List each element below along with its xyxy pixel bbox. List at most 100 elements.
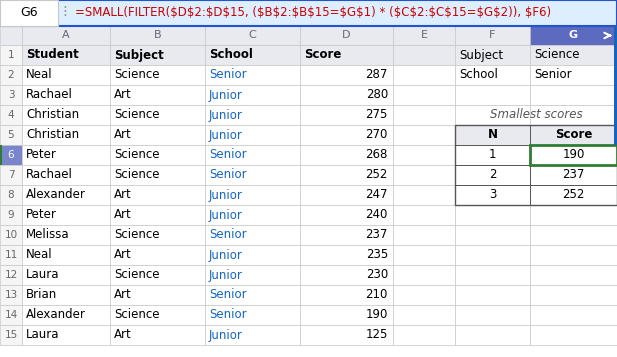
Bar [530,265,617,285]
Text: Junior: Junior [209,248,243,261]
Bar [393,145,455,165]
Text: 125: 125 [366,328,388,342]
Bar [205,285,300,305]
Bar [455,225,530,245]
Text: 240: 240 [366,208,388,221]
Bar [530,305,617,325]
Text: 2: 2 [7,70,14,80]
Text: Laura: Laura [26,268,59,282]
Text: Art: Art [114,89,132,101]
Bar [110,26,205,45]
Bar [530,205,617,225]
Bar [455,125,530,145]
Text: 252: 252 [366,169,388,181]
Text: 5: 5 [7,130,14,140]
Text: Senior: Senior [209,228,247,241]
Text: 3: 3 [489,188,496,201]
Text: 1: 1 [7,50,14,60]
Bar [22,325,110,345]
Bar [530,185,617,205]
Text: Science: Science [114,308,160,322]
Text: 12: 12 [4,270,18,280]
Text: 270: 270 [366,129,388,141]
Text: Art: Art [114,248,132,261]
Text: Alexander: Alexander [26,308,86,322]
Bar [0,205,22,225]
Bar [22,26,110,45]
Bar [0,265,22,285]
Bar [0,65,22,85]
Bar [110,205,205,225]
Bar [0,245,22,265]
Bar [455,205,530,225]
Text: Laura: Laura [26,328,59,342]
Text: Peter: Peter [26,208,57,221]
Bar [393,325,455,345]
Bar [110,125,205,145]
Text: B: B [154,30,161,40]
Bar [530,65,617,85]
Text: 252: 252 [562,188,585,201]
Bar [300,305,393,325]
Text: Christian: Christian [26,109,79,121]
Text: Art: Art [114,188,132,201]
Bar [455,245,530,265]
Text: Junior: Junior [209,129,243,141]
Text: 8: 8 [7,190,14,200]
Bar [393,105,455,125]
Bar [110,225,205,245]
Bar [393,125,455,145]
Bar [455,285,530,305]
Bar [110,245,205,265]
Text: Science: Science [114,69,160,81]
Bar [300,285,393,305]
Bar [0,325,22,345]
Text: Art: Art [114,208,132,221]
Bar [0,0,617,26]
Text: Senior: Senior [209,308,247,322]
Text: 210: 210 [366,288,388,302]
Bar [205,185,300,205]
Text: Rachael: Rachael [26,169,73,181]
Bar [110,85,205,105]
Text: Neal: Neal [26,69,52,81]
Text: 268: 268 [366,149,388,161]
Bar [300,225,393,245]
Bar [530,45,617,65]
Text: =SMALL(FILTER($D$2:$D$15, ($B$2:$B$15=$G$1) * ($C$2:$C$15=$G$2)), $F6): =SMALL(FILTER($D$2:$D$15, ($B$2:$B$15=$G… [75,6,551,20]
Bar [530,325,617,345]
Bar [393,225,455,245]
Bar [300,205,393,225]
Bar [393,245,455,265]
Bar [393,85,455,105]
Text: 235: 235 [366,248,388,261]
Bar [0,85,22,105]
Bar [205,125,300,145]
Text: 3: 3 [7,90,14,100]
Bar [0,305,22,325]
Text: 10: 10 [4,230,17,240]
Text: Science: Science [114,169,160,181]
Bar [0,26,22,45]
Text: Senior: Senior [209,169,247,181]
Bar [0,45,22,65]
Bar [300,125,393,145]
Bar [205,26,300,45]
Text: 9: 9 [7,210,14,220]
Bar [22,65,110,85]
Bar [22,105,110,125]
Bar [300,65,393,85]
Bar [614,26,617,145]
Bar [110,285,205,305]
Bar [205,265,300,285]
Bar [300,105,393,125]
Text: Rachael: Rachael [26,89,73,101]
Text: Junior: Junior [209,328,243,342]
Text: Subject: Subject [114,49,164,61]
Text: Score: Score [555,129,592,141]
Bar [0,145,2,165]
Text: N: N [487,129,497,141]
Text: Peter: Peter [26,149,57,161]
Bar [205,105,300,125]
Text: G: G [569,30,578,40]
